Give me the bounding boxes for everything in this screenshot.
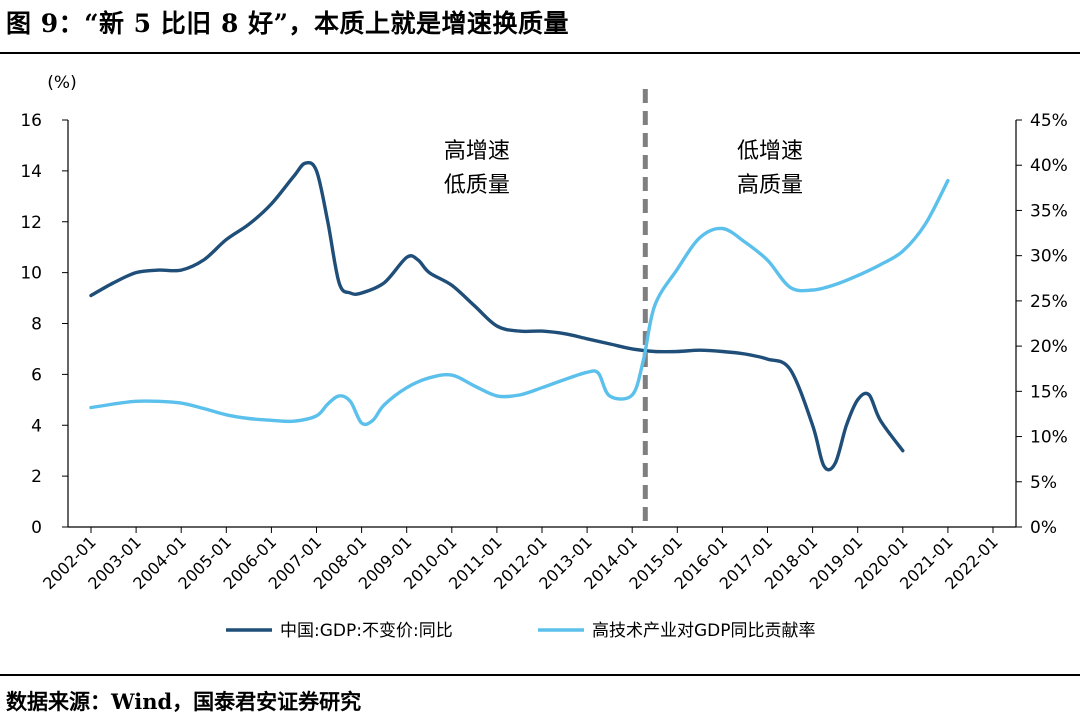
y-left-tick-label: 8 bbox=[31, 315, 42, 335]
title-rule bbox=[0, 52, 1080, 54]
y-right-tick-label: 45% bbox=[1030, 111, 1068, 131]
y-left-tick-label: 10 bbox=[20, 264, 42, 284]
y-left-tick-label: 2 bbox=[31, 467, 42, 487]
y-right-tick-label: 35% bbox=[1030, 201, 1068, 221]
y-left-tick-label: 0 bbox=[31, 518, 42, 538]
y-left-tick-label: 16 bbox=[20, 111, 42, 131]
y-right-tick-label: 30% bbox=[1030, 247, 1068, 267]
annotation-text: 低增速 bbox=[737, 139, 803, 164]
annotation-text: 高质量 bbox=[737, 173, 803, 198]
y-right-tick-label: 15% bbox=[1030, 382, 1068, 402]
series-line-gdp bbox=[89, 160, 905, 472]
legend-label: 高技术产业对GDP同比贡献率 bbox=[592, 621, 816, 641]
left-axis-unit: (%) bbox=[47, 73, 76, 93]
footer-rule bbox=[0, 674, 1080, 676]
y-left-tick-label: 12 bbox=[20, 213, 42, 233]
y-left-tick-label: 14 bbox=[20, 162, 42, 182]
y-left-tick-label: 6 bbox=[31, 365, 42, 385]
y-right-tick-label: 10% bbox=[1030, 428, 1068, 448]
series-line-high-tech-contribution bbox=[89, 178, 950, 427]
y-right-tick-label: 25% bbox=[1030, 292, 1068, 312]
line-chart: (%) 0 2 4 6 8 10 12 14 16 0% 5% 10% 15% 20% 25% 30% 35% 40… bbox=[20, 73, 1068, 641]
annotation-text: 低质量 bbox=[444, 173, 510, 198]
chart-title: 图 9：“新 5 比旧 8 好”，本质上就是增速换质量 bbox=[6, 9, 569, 38]
y-right-tick-label: 20% bbox=[1030, 337, 1068, 357]
y-left-tick-label: 4 bbox=[31, 416, 42, 436]
y-right-tick-label: 0% bbox=[1030, 518, 1057, 538]
y-right-tick-label: 40% bbox=[1030, 156, 1068, 176]
legend-label: 中国:GDP:不变价:同比 bbox=[280, 621, 453, 641]
source-note: 数据来源：Wind，国泰君安证券研究 bbox=[6, 689, 362, 714]
annotation-text: 高增速 bbox=[444, 139, 510, 164]
y-right-tick-label: 5% bbox=[1030, 473, 1057, 493]
